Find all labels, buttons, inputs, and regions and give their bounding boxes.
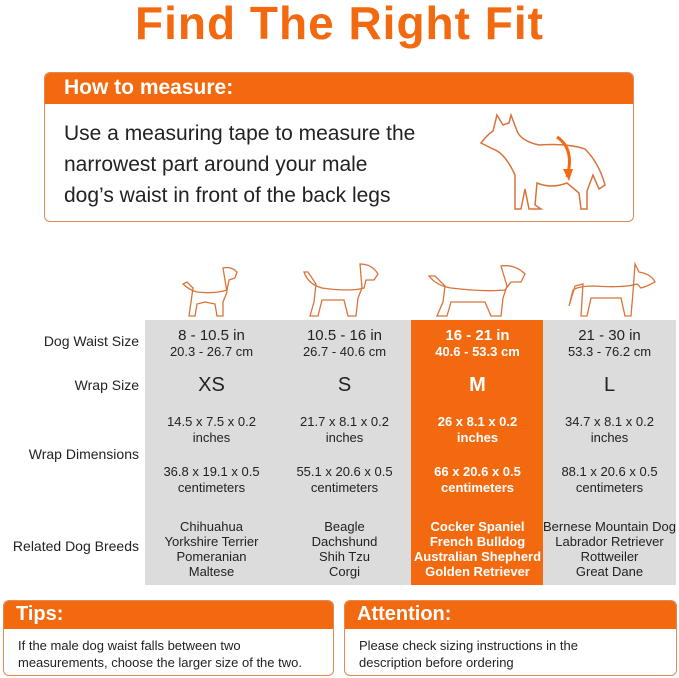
breed: Rottweiler (580, 549, 639, 564)
tips-box: Tips: If the male dog waist falls betwee… (3, 600, 334, 676)
label-related-breeds: Related Dog Breeds (12, 538, 139, 554)
dim-in-unit: inches (590, 430, 629, 445)
breed: Pomeranian (176, 549, 247, 564)
waist-in: 21 - 30 in (578, 327, 641, 344)
page-title: Find The Right Fit (135, 0, 544, 49)
dim-cm-unit: centimeters (575, 480, 644, 495)
tips-text: If the male dog waist falls between two … (4, 629, 333, 671)
tips-heading: Tips: (4, 601, 333, 629)
waist-cm: 53.3 - 76.2 cm (567, 344, 652, 359)
dim-cm: 55.1 x 20.6 x 0.5 (296, 464, 393, 479)
small-dog-icon (181, 266, 238, 317)
tips-line: measurements, choose the larger size of … (18, 655, 302, 670)
breed: Shih Tzu (318, 549, 371, 564)
how-line: narrowest part around your male (64, 153, 368, 176)
dim-in-unit: inches (456, 430, 499, 445)
medium-dog-icon (303, 263, 379, 317)
breed: Golden Retriever (425, 564, 530, 579)
attention-heading: Attention: (345, 601, 676, 629)
breed: Corgi (328, 564, 361, 579)
waist-cm: 40.6 - 53.3 cm (435, 344, 520, 359)
how-to-measure-text: Use a measuring tape to measure the narr… (64, 118, 444, 211)
waist-cm: 20.3 - 26.7 cm (169, 344, 254, 359)
wrap-size: XS (198, 374, 225, 396)
label-dog-waist-size: Dog Waist Size (43, 333, 139, 349)
breed: Yorkshire Terrier (164, 534, 259, 549)
dog-measure-icon (479, 112, 606, 210)
wrap-size: M (469, 374, 486, 396)
attention-text: Please check sizing instructions in the … (345, 629, 676, 671)
breed: Maltese (188, 564, 235, 579)
how-to-measure-heading: How to measure: (45, 73, 633, 104)
waist-in: 16 - 21 in (445, 327, 510, 344)
breed: Chihuahua (180, 519, 243, 534)
size-column-l: 21 - 30 in 53.3 - 76.2 cm L 34.7 x 8.1 x 0.… (543, 320, 676, 585)
label-wrap-dimensions: Wrap Dimensions (28, 446, 139, 462)
size-column-m: 16 - 21 in 40.6 - 53.3 cm M 26 x 8.1 x 0.2 i… (411, 320, 544, 585)
label-wrap-size: Wrap Size (74, 377, 139, 393)
breed: Dachshund (311, 534, 378, 549)
breed: Cocker Spaniel (430, 519, 525, 534)
breed: Australian Shepherd (413, 549, 542, 564)
dim-in-unit: inches (192, 430, 231, 445)
waist-cm: 26.7 - 40.6 cm (302, 344, 387, 359)
dim-in: 21.7 x 8.1 x 0.2 (300, 414, 389, 429)
breed: Great Dane (575, 564, 644, 579)
waist-in: 10.5 - 16 in (306, 327, 383, 344)
dim-cm: 88.1 x 20.6 x 0.5 (561, 464, 658, 479)
dim-in: 26 x 8.1 x 0.2 (437, 414, 518, 429)
wrap-size: L (603, 374, 616, 396)
dim-in: 14.5 x 7.5 x 0.2 (167, 414, 256, 429)
attention-line: Please check sizing instructions in the (359, 638, 578, 653)
waist-in: 8 - 10.5 in (178, 327, 245, 344)
size-column-s: 10.5 - 16 in 26.7 - 40.6 cm S 21.7 x 8.1 x … (278, 320, 411, 585)
dim-cm-unit: centimeters (441, 480, 514, 495)
how-line: dog’s waist in front of the back legs (64, 184, 391, 207)
dim-cm: 36.8 x 19.1 x 0.5 (163, 464, 260, 479)
wrap-size: S (337, 374, 352, 396)
dim-in-unit: inches (325, 430, 364, 445)
attention-line: description before ordering (359, 655, 514, 670)
dim-cm-unit: centimeters (177, 480, 246, 495)
breed: Bernese Mountain Dog (543, 519, 676, 534)
dim-in: 34.7 x 8.1 x 0.2 (565, 414, 654, 429)
how-to-measure-box: How to measure: Use a measuring tape to … (44, 72, 634, 222)
size-column-xs: 8 - 10.5 in 20.3 - 26.7 cm XS 14.5 x 7.5 x … (145, 320, 278, 585)
dim-cm-unit: centimeters (310, 480, 379, 495)
tips-line: If the male dog waist falls between two (18, 638, 241, 653)
giant-dog-icon (568, 262, 656, 317)
attention-box: Attention: Please check sizing instructi… (344, 600, 677, 676)
dim-cm: 66 x 20.6 x 0.5 (434, 464, 521, 479)
breed: Beagle (324, 519, 365, 534)
large-dog-icon (427, 265, 526, 317)
how-line: Use a measuring tape to measure the (64, 122, 416, 145)
breed: Labrador Retriever (555, 534, 664, 549)
breed: French Bulldog (429, 534, 526, 549)
